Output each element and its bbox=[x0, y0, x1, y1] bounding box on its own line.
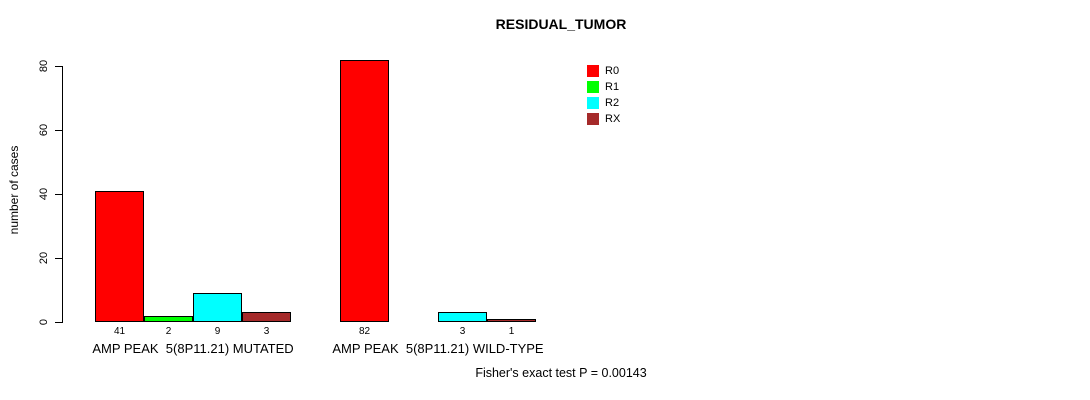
chart-title: RESIDUAL_TUMOR bbox=[495, 16, 627, 32]
bar-r2-group2 bbox=[438, 312, 487, 322]
bar-value-label: 41 bbox=[113, 326, 126, 337]
stat-test-annotation: Fisher's exact test P = 0.00143 bbox=[475, 366, 647, 380]
y-axis-tick-label: 20 bbox=[38, 251, 50, 265]
legend: R0 R1 R2 RX bbox=[587, 63, 620, 127]
y-axis-tick bbox=[55, 194, 62, 195]
y-axis-tick-label: 0 bbox=[38, 318, 50, 326]
y-axis-tick bbox=[55, 258, 62, 259]
bar-r2-group1 bbox=[193, 293, 242, 322]
bar-rx-group1 bbox=[242, 312, 291, 322]
legend-swatch-icon bbox=[587, 97, 599, 109]
bar-value-label: 9 bbox=[214, 326, 221, 337]
y-axis-tick-label: 60 bbox=[38, 123, 50, 137]
bar-value-label: 82 bbox=[358, 326, 371, 337]
y-axis-line bbox=[62, 66, 63, 323]
bar-r1-group1 bbox=[144, 315, 193, 322]
bar-r0-group2 bbox=[340, 59, 389, 322]
y-axis-tick bbox=[55, 66, 62, 67]
legend-swatch-icon bbox=[587, 81, 599, 93]
bar-r0-group1 bbox=[95, 190, 144, 322]
bar-value-label: 3 bbox=[459, 326, 466, 337]
legend-item-rx: RX bbox=[587, 111, 620, 127]
category-label: AMP PEAK 5(8P11.21) MUTATED bbox=[92, 341, 294, 356]
legend-label: R0 bbox=[605, 65, 620, 77]
bar-value-label: 1 bbox=[508, 326, 515, 337]
legend-label: RX bbox=[605, 113, 621, 125]
y-axis-tick bbox=[55, 322, 62, 323]
bar-rx-group2 bbox=[487, 318, 536, 322]
legend-item-r0: R0 bbox=[587, 63, 620, 79]
legend-item-r1: R1 bbox=[587, 79, 620, 95]
legend-item-r2: R2 bbox=[587, 95, 620, 111]
y-axis-tick-label: 80 bbox=[38, 59, 50, 73]
bar-value-label: 2 bbox=[165, 326, 172, 337]
legend-swatch-icon bbox=[587, 113, 599, 125]
category-label: AMP PEAK 5(8P11.21) WILD-TYPE bbox=[332, 341, 544, 356]
legend-label: R1 bbox=[605, 81, 620, 93]
bar-value-label: 3 bbox=[263, 326, 270, 337]
legend-label: R2 bbox=[605, 97, 620, 109]
y-axis-tick bbox=[55, 130, 62, 131]
legend-swatch-icon bbox=[587, 65, 599, 77]
y-axis-tick-label: 40 bbox=[38, 187, 50, 201]
y-axis-label: number of cases bbox=[7, 145, 21, 235]
